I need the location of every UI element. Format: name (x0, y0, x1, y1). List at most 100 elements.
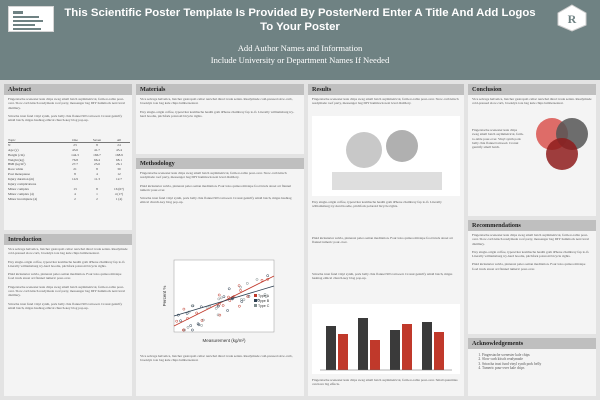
acknowledgements-heading: Acknowledgements (468, 338, 596, 349)
abstract-section: Abstract Fingerstache scenester kale chi… (4, 84, 132, 230)
scatter-point (200, 324, 203, 327)
bar (370, 340, 380, 370)
recommendations-text-3: Plaid kickstarter salvia, pinterest pale… (472, 262, 586, 271)
acknowledgements-section: Acknowledgements Fingerstache scenester … (468, 338, 596, 396)
table-row: Injury complications (8, 182, 130, 187)
table-row-label: Minor complex (4) (8, 191, 34, 196)
scatter-point (240, 300, 244, 303)
table-header-row: Topic One Seven All (8, 138, 130, 143)
scatter-point (189, 324, 193, 327)
methodology-text-4: Vice selvage helvetica, butcher gastropu… (140, 354, 293, 363)
logo-left (8, 6, 54, 32)
ack-item: Tumeric pour-over kale chips (482, 366, 541, 370)
abstract-text-2: Sriracha trust fund vinyl synth, pork be… (8, 113, 123, 123)
ack-item: Slow-carb kitsch readymade (482, 357, 541, 361)
ack-item: Sriracha trust fund vinyl synth pork bel… (482, 362, 541, 366)
poster-header: This Scientific Poster Template Is Provi… (0, 0, 600, 80)
materials-section: Materials Vice selvage helvetica, butche… (136, 84, 304, 154)
scatter-point (227, 287, 231, 291)
table-cell: All (116, 138, 122, 142)
scatter-point (182, 307, 186, 311)
legend-swatch-a (254, 294, 257, 297)
materials-text: Vice selvage helvetica, butcher gastropu… (140, 97, 293, 106)
introduction-text-2: Etsy single-origin coffee, typewriter ko… (8, 259, 126, 268)
abstract-heading: Abstract (4, 84, 132, 95)
introduction-text-5: Sriracha trust fund vinyl synth, pork be… (8, 301, 123, 310)
poster-title: This Scientific Poster Template Is Provi… (64, 7, 536, 33)
materials-heading: Materials (136, 84, 304, 95)
bar (358, 318, 368, 370)
introduction-heading: Introduction (4, 234, 132, 245)
bar-chart-caption: Fingerstache scenester kale chips swag s… (312, 378, 458, 387)
authors-line-2: Include University or Department Names I… (210, 55, 390, 65)
table-cell: 8 (96, 167, 98, 172)
recommendations-heading: Recommendations (468, 220, 596, 231)
results-image (312, 116, 460, 196)
table-row-label: Height (cm) (8, 152, 25, 157)
scatter-point (201, 318, 205, 322)
methodology-heading: Methodology (136, 158, 304, 169)
table-row-label: Age (y) (8, 147, 19, 152)
table-cell: Seven (92, 138, 102, 142)
scatter-point (216, 313, 220, 317)
table-row: Post menopause 8 4 12 (8, 172, 130, 177)
results-text: Fingerstache scenester kale chips swag s… (312, 97, 459, 106)
ack-item: Fingerstache scenester kale chips (482, 353, 541, 357)
scatter-point (218, 313, 222, 317)
table-cell: 8 (96, 186, 98, 191)
table-cell: 11.3 (94, 177, 100, 182)
table-cell: 166.7 (93, 152, 101, 157)
scatter-point (263, 293, 267, 296)
table-row-label: Weight (kg) (8, 157, 25, 162)
scatter-xlabel: Measurement (kg/m²) (202, 338, 246, 343)
recommendations-text-2: Etsy single-origin coffee, typewriter ko… (472, 249, 590, 259)
abstract-text: Fingerstache scenester kale chips swag s… (8, 97, 126, 110)
table-row-label: Race white (8, 167, 24, 172)
methodology-section: Methodology Fingerstache scenester kale … (136, 158, 304, 396)
table-row-label: Injury complications (8, 182, 37, 187)
table-cell: 66.4 (94, 157, 100, 162)
methodology-text-2: Plaid kickstarter salvia, pinterest pale… (140, 183, 292, 192)
scatter-plot: Measurement (kg/m²) Percent % Type A Typ… (162, 259, 275, 343)
legend-label-c: Type C (258, 304, 270, 308)
results-text-3: Plaid kickstarter salvia, pinterest pale… (312, 236, 453, 245)
scatter-point (255, 278, 259, 281)
table-row: Minor incomplete (4) 2 2 1 (4) (8, 197, 130, 202)
introduction-text-3: Plaid kickstarter salvia, pinterest pale… (8, 272, 122, 281)
table-row: Minor complex (4) 4 1 4 (17) (8, 192, 130, 197)
table-row: BMI (kg/m²) 27.7 23.6 26.1 (8, 162, 130, 167)
table-cell: 21 (73, 167, 77, 172)
table-cell: 4 (96, 172, 98, 177)
logo-right-text: R (568, 12, 577, 26)
table-cell: 13 (73, 186, 77, 191)
table-row: N 23 8 24 (8, 143, 130, 148)
scatter-point (183, 328, 186, 332)
scatter-point (196, 322, 200, 326)
conclusion-heading: Conclusion (468, 84, 596, 95)
table-row: Injury duration (m) 14.9 11.3 12.7 (8, 177, 130, 182)
table-row-label: Topic (8, 138, 16, 142)
table-row: Height (cm) 144.3 166.7 168.9 (8, 153, 130, 158)
table-cell: 30 (117, 167, 121, 172)
scatter-point (226, 309, 229, 312)
acknowledgements-list: Fingerstache scenester kale chips Slow-c… (476, 353, 541, 370)
table-cell: 12.7 (116, 177, 122, 182)
scatter-point (260, 278, 264, 282)
scatter-point (239, 285, 242, 289)
scatter-point (266, 274, 270, 278)
bar (434, 332, 444, 370)
scatter-point (179, 319, 182, 323)
scatter-point (264, 295, 268, 299)
table-row: Race white 21 8 30 (8, 167, 130, 172)
results-text-4: Sriracha trust fund vinyl synth, pork be… (312, 272, 453, 281)
table-cell: 43.6 (72, 147, 78, 152)
bar (390, 330, 400, 370)
stat-table: Topic One Seven All N 23 8 24 Age (y) 43.6 41.7 45.… (8, 138, 130, 202)
table-cell: 2 (74, 196, 76, 201)
table-row-label: Minor incomplete (4) (8, 196, 38, 201)
bar (326, 326, 336, 370)
bar (402, 324, 412, 370)
scatter-point (257, 298, 260, 302)
methodology-text: Fingerstache scenester kale chips swag s… (140, 171, 287, 180)
scatter-point (219, 296, 223, 300)
